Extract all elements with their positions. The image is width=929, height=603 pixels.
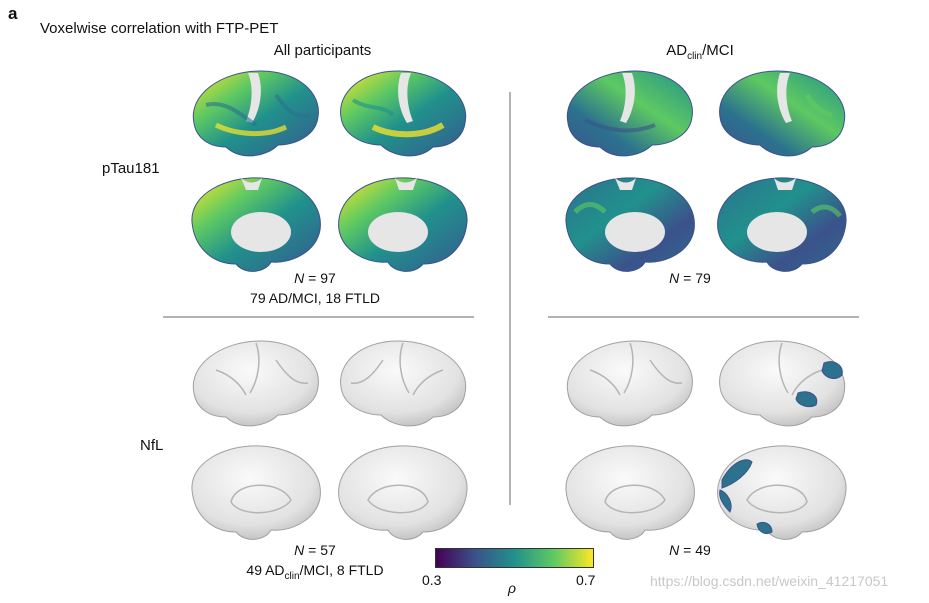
- brain-medial-right-ptau-all: [338, 177, 468, 272]
- horizontal-divider-right: [548, 316, 859, 318]
- column-title-ad-mci: ADclin/MCI: [666, 42, 734, 62]
- brain-medial-right-ptau-ad: [717, 177, 847, 272]
- colorbar: [435, 548, 594, 568]
- watermark: https://blog.csdn.net/weixin_41217051: [650, 573, 889, 589]
- nfl-all-breakdown: 49 ADclin/MCI, 8 FTLD: [246, 562, 384, 582]
- horizontal-divider-left: [163, 316, 474, 318]
- brain-lateral-left-ptau-ad: [566, 70, 693, 157]
- brain-medial-left-nfl-ad: [565, 445, 695, 540]
- colorbar-max-label: 0.7: [576, 572, 596, 588]
- vertical-divider: [509, 92, 511, 505]
- brain-lateral-left-nfl-all: [192, 340, 319, 427]
- figure-title: Voxelwise correlation with FTP-PET: [40, 20, 279, 37]
- brain-medial-right-nfl-all: [338, 445, 468, 540]
- row-label-nfl: NfL: [140, 437, 164, 454]
- nfl-all-n-label: N = 57: [294, 542, 336, 558]
- row-label-ptau181: pTau181: [102, 160, 160, 177]
- ptau-all-breakdown: 79 AD/MCI, 18 FTLD: [250, 290, 380, 306]
- brain-lateral-right-ptau-all: [340, 70, 467, 157]
- brain-lateral-left-ptau-all: [192, 70, 319, 157]
- brain-lateral-right-nfl-ad: [719, 340, 846, 427]
- brain-lateral-right-ptau-ad: [719, 70, 846, 157]
- colorbar-rho-label: ρ: [508, 580, 517, 596]
- brain-medial-right-nfl-ad: [717, 445, 847, 540]
- panel-letter: a: [8, 4, 18, 23]
- brain-medial-left-ptau-ad: [565, 177, 695, 272]
- brain-lateral-left-nfl-ad: [566, 340, 693, 427]
- brain-medial-left-nfl-all: [191, 445, 321, 540]
- nfl-ad-n-label: N = 49: [669, 542, 711, 558]
- brain-lateral-right-nfl-all: [340, 340, 467, 427]
- brain-medial-left-ptau-all: [191, 177, 321, 272]
- ptau-ad-n-label: N = 79: [669, 270, 711, 286]
- ptau-all-n-label: N = 97: [294, 270, 336, 286]
- column-title-all-participants: All participants: [273, 42, 372, 59]
- colorbar-min-label: 0.3: [422, 572, 442, 588]
